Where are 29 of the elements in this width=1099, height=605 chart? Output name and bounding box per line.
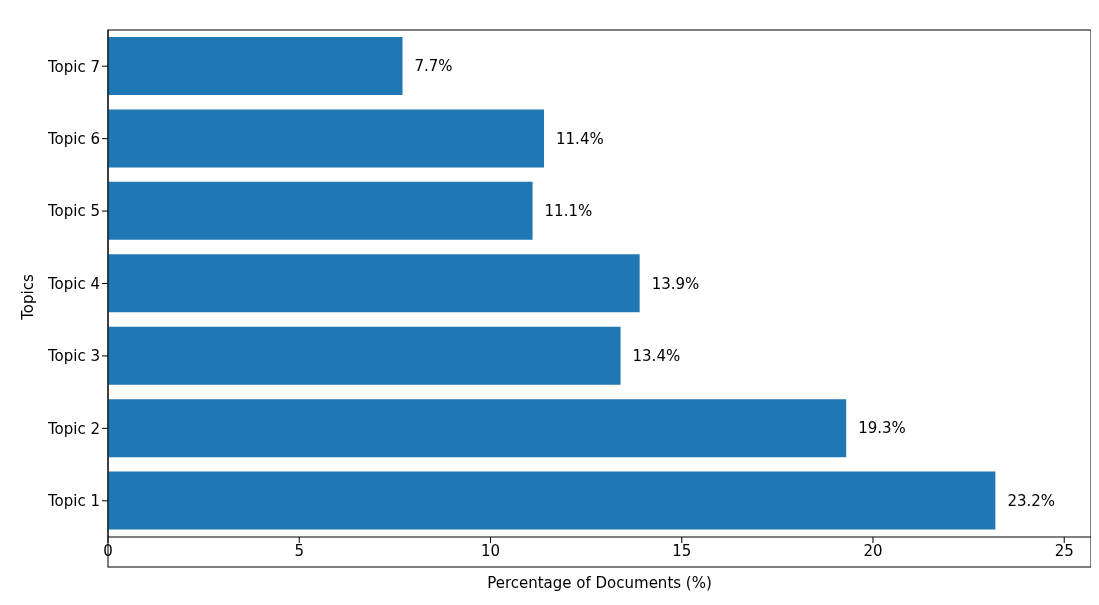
y-tick-label: Topic 4	[46, 274, 100, 293]
data-label: 13.4%	[632, 347, 681, 366]
bar	[108, 109, 545, 168]
data-label: 11.1%	[544, 202, 593, 221]
y-tick-label: Topic 6	[46, 129, 100, 148]
bar	[108, 181, 533, 240]
bar	[108, 471, 996, 530]
x-axis-title: Percentage of Documents (%)	[486, 574, 713, 592]
x-tick-label: 10	[480, 541, 501, 560]
x-tick-label: 20	[863, 541, 883, 560]
data-label: 13.9%	[651, 274, 700, 293]
bar	[108, 254, 640, 313]
bar	[108, 399, 847, 458]
data-label: 23.2%	[1007, 491, 1056, 510]
data-label: 19.3%	[858, 419, 906, 438]
y-tick-label: Topic 7	[46, 57, 100, 76]
data-label: 7.7%	[414, 57, 453, 76]
x-tick-label: 15	[672, 541, 692, 560]
bar	[108, 326, 621, 385]
y-tick-label: Topic 5	[46, 202, 100, 221]
y-tick-label: Topic 3	[46, 347, 100, 366]
x-tick-label: 5	[294, 541, 305, 560]
y-axis-title: Topics	[19, 273, 37, 322]
y-tick-label: Topic 1	[46, 492, 100, 511]
x-tick-label: 0	[103, 541, 113, 560]
data-label: 11.4%	[556, 129, 604, 148]
y-tick-label: Topic 2	[46, 419, 100, 438]
x-tick-label: 25	[1054, 541, 1074, 560]
bar	[108, 37, 403, 95]
